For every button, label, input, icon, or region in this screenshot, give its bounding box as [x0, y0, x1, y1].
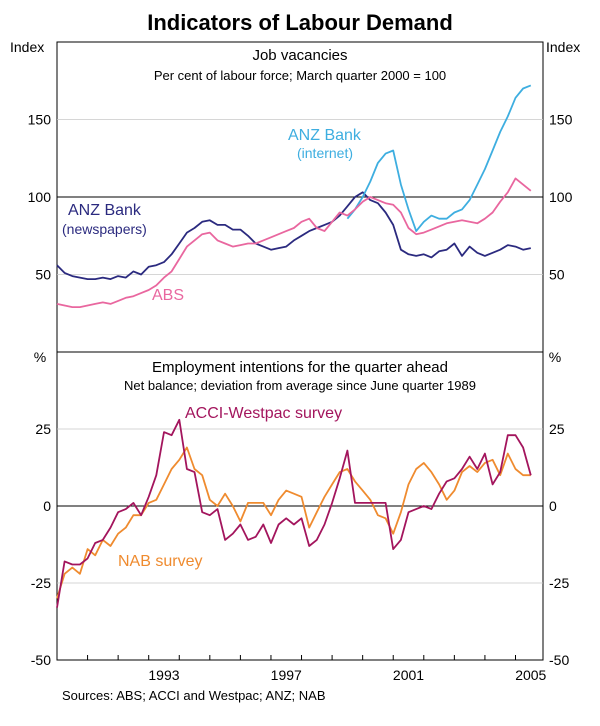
top-ytick-left: 50: [35, 267, 51, 283]
bottom-ytick-left: 25: [35, 421, 51, 437]
bottom-ytick-right: -25: [549, 575, 569, 591]
top-ytick-left: 150: [28, 112, 52, 128]
top-ylabel-left: Index: [10, 39, 44, 55]
bottom-ytick-right: 25: [549, 421, 565, 437]
bottom-ylabel-left: %: [34, 349, 46, 365]
top-ytick-right: 150: [549, 112, 573, 128]
series-anz-bank-internet: [346, 84, 532, 233]
bottom-ytick-left: -25: [31, 575, 51, 591]
chart-title: Indicators of Labour Demand: [147, 10, 453, 35]
label-abs: ABS: [152, 287, 184, 304]
bottom-ytick-left: 0: [43, 498, 51, 514]
bottom-panel-subtitle: Net balance; deviation from average sinc…: [124, 378, 476, 393]
top-gridlines: [57, 119, 543, 275]
xtick-label: 2005: [515, 667, 546, 683]
bottom-ytick-left: -50: [31, 652, 51, 668]
top-ytick-right: 50: [549, 267, 565, 283]
bottom-ylabel-right: %: [549, 349, 561, 365]
label-anz-internet-1: ANZ Bank: [288, 127, 362, 144]
plot-frame: [56, 41, 544, 661]
tick-labels: 50 50 100 100 150 150 -50 -50 -25 -25 0 0 25 25 1993 19…: [28, 112, 573, 684]
top-panel-title: Job vacancies: [252, 47, 347, 64]
bottom-ytick-right: -50: [549, 652, 569, 668]
label-nab: NAB survey: [118, 553, 202, 570]
label-anz-newspapers-1: ANZ Bank: [68, 202, 142, 219]
bottom-gridlines: [57, 428, 543, 584]
series-nab-survey: [56, 446, 531, 599]
top-ytick-right: 100: [549, 189, 573, 205]
series-acci-westpac-survey: [56, 418, 532, 608]
top-ylabel-right: Index: [546, 39, 580, 55]
bottom-panel-title: Employment intentions for the quarter ah…: [152, 359, 448, 376]
series-abs: [56, 177, 532, 309]
series-anz-bank-newspapers: [56, 191, 531, 281]
label-acci: ACCI-Westpac survey: [185, 405, 342, 422]
label-anz-internet-2: (internet): [297, 145, 353, 161]
xtick-label: 2001: [393, 667, 424, 683]
top-ytick-left: 100: [28, 189, 52, 205]
series-lines: [56, 84, 532, 608]
xtick-label: 1993: [148, 667, 179, 683]
top-panel-subtitle: Per cent of labour force; March quarter …: [154, 68, 446, 83]
bottom-ytick-right: 0: [549, 498, 557, 514]
label-anz-newspapers-2: (newspapers): [62, 221, 147, 237]
plot-border: [56, 41, 544, 661]
xtick-label: 1997: [271, 667, 302, 683]
source-note: Sources: ABS; ACCI and Westpac; ANZ; NAB: [62, 688, 326, 703]
